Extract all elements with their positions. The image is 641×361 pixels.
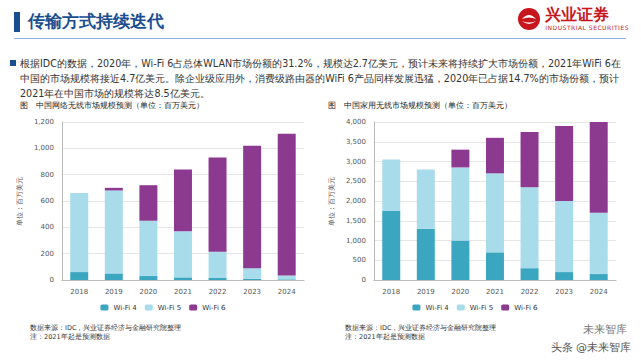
svg-text:1,000: 1,000	[346, 237, 366, 245]
svg-text:2020: 2020	[139, 288, 157, 296]
svg-text:2020: 2020	[451, 288, 469, 296]
svg-text:2024: 2024	[590, 288, 608, 296]
svg-text:2021: 2021	[174, 288, 192, 296]
html-text:图 中国网络无线市场规模预测（单位：百万美元）: 图 中国网络无线市场规模预测（单位：百万美元）	[20, 101, 204, 110]
svg-text:1,000: 1,000	[34, 144, 54, 152]
html-text:注：2021年起是预测数据: 注：2021年起是预测数据	[345, 333, 425, 341]
svg-text:Wi-Fi 4: Wi-Fi 4	[425, 304, 449, 312]
svg-text:2022: 2022	[209, 288, 227, 296]
html-text:传输方式持续迭代: 传输方式持续迭代	[28, 11, 164, 31]
svg-text:2022: 2022	[521, 288, 539, 296]
svg-text:400: 400	[41, 223, 54, 231]
html-text:兴业证券: 兴业证券	[545, 5, 610, 24]
svg-text:2023: 2023	[243, 288, 261, 296]
svg-text:2019: 2019	[105, 288, 123, 296]
svg-text:Wi-Fi 5: Wi-Fi 5	[470, 304, 493, 312]
svg-text:2024: 2024	[278, 288, 296, 296]
html-text:数据来源：IDC，兴业证券经济与金融研究院整理: 数据来源：IDC，兴业证券经济与金融研究院整理	[345, 324, 497, 332]
svg-text:0: 0	[361, 276, 365, 284]
svg-text:单位：百万美元: 单位：百万美元	[16, 177, 24, 226]
svg-text:Wi-Fi 4: Wi-Fi 4	[113, 304, 137, 312]
svg-text:2019: 2019	[417, 288, 435, 296]
svg-text:Wi-Fi 6: Wi-Fi 6	[514, 304, 538, 312]
svg-text:单位：百万美元: 单位：百万美元	[328, 177, 336, 226]
html-text:未来智库: 未来智库	[583, 323, 627, 336]
svg-text:0: 0	[49, 276, 53, 284]
svg-text:1,200: 1,200	[34, 118, 54, 126]
svg-text:Wi-Fi 6: Wi-Fi 6	[202, 304, 226, 312]
svg-text:3,500: 3,500	[346, 138, 366, 146]
html-text:INDUSTRIAL SECURITIES: INDUSTRIAL SECURITIES	[545, 24, 629, 31]
svg-text:Wi-Fi 5: Wi-Fi 5	[158, 304, 181, 312]
html-text:头条 @未来智库: 头条 @未来智库	[550, 341, 631, 354]
svg-text:2,500: 2,500	[346, 177, 366, 185]
svg-text:500: 500	[353, 256, 366, 264]
svg-text:2023: 2023	[555, 288, 573, 296]
svg-text:3,000: 3,000	[346, 158, 366, 166]
svg-text:2021: 2021	[486, 288, 504, 296]
svg-text:4,000: 4,000	[346, 118, 366, 126]
html-text:根据IDC的数据，2020年，Wi-Fi 6占总体WLAN市: 根据IDC的数据，2020年，Wi-Fi 6占总体WLAN市场份额的31.2%，…	[20, 58, 621, 99]
html-text:注：2021年起是预测数据: 注：2021年起是预测数据	[30, 333, 110, 341]
svg-text:1,500: 1,500	[346, 217, 366, 225]
svg-text:2018: 2018	[70, 288, 88, 296]
html-text:数据来源：IDC，兴业证券经济与金融研究院整理: 数据来源：IDC，兴业证券经济与金融研究院整理	[30, 324, 182, 332]
svg-text:200: 200	[41, 250, 54, 258]
html-text:图 中国家用无线市场规模预测（单位：百万美元）: 图 中国家用无线市场规模预测（单位：百万美元）	[328, 101, 512, 110]
svg-text:800: 800	[41, 171, 54, 179]
svg-text:600: 600	[41, 197, 54, 205]
svg-text:2,000: 2,000	[346, 197, 366, 205]
svg-text:2018: 2018	[382, 288, 400, 296]
